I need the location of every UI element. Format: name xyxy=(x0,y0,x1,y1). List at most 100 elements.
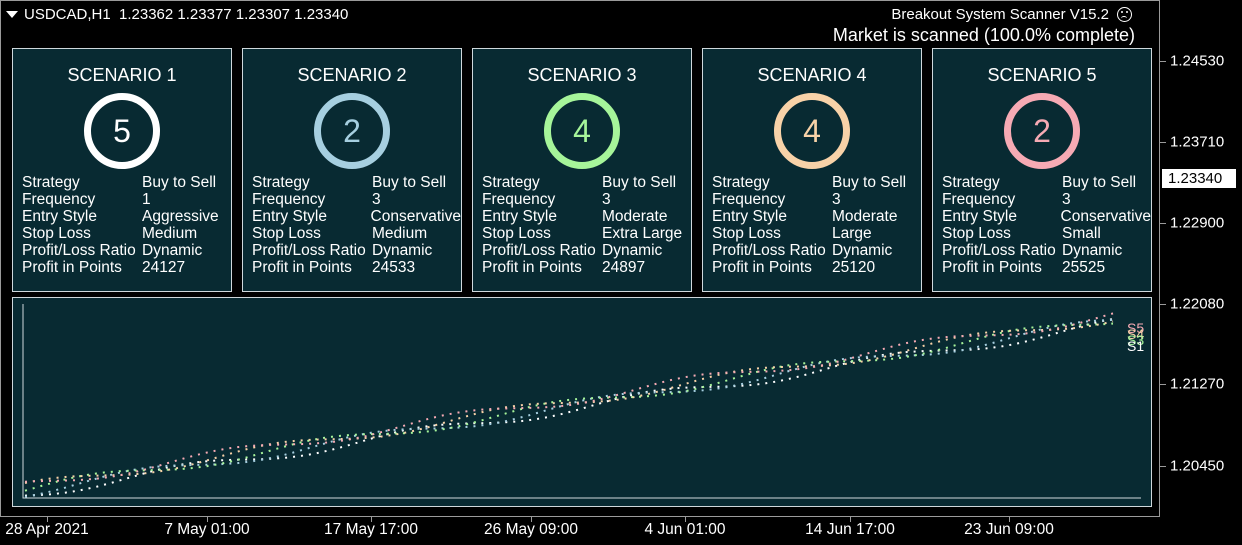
scenario-count-ring: 5 xyxy=(84,93,160,169)
detail-row: Profit/Loss Ratio Dynamic xyxy=(482,242,691,259)
detail-key: Strategy xyxy=(22,174,80,191)
detail-key: Strategy xyxy=(942,174,1000,191)
scenario-title: SCENARIO 1 xyxy=(67,65,177,85)
detail-row: Entry Style Aggressive xyxy=(22,208,231,225)
time-axis[interactable]: 28 Apr 2021 7 May 01:00 17 May 17:00 26 May… xyxy=(0,517,1160,545)
detail-value: Buy to Sell xyxy=(1062,174,1137,191)
detail-key: Frequency xyxy=(252,191,326,208)
detail-row: Profit/Loss Ratio Dynamic xyxy=(712,242,921,259)
detail-row: Stop Loss Medium xyxy=(22,225,231,242)
detail-value: Extra Large xyxy=(602,225,683,242)
scenario-count-ring: 4 xyxy=(544,93,620,169)
detail-key: Stop Loss xyxy=(252,225,321,242)
detail-key: Stop Loss xyxy=(712,225,781,242)
scenario-card-5: SCENARIO 5 2 Strategy Buy to Sell Freque… xyxy=(932,48,1152,292)
scenario-count: 4 xyxy=(573,112,591,149)
detail-row: Stop Loss Large xyxy=(712,225,921,242)
symbol-quote: USDCAD,H1 1.23362 1.23377 1.23307 1.2334… xyxy=(24,6,349,23)
dropdown-triangle-icon[interactable] xyxy=(6,11,18,18)
detail-row: Strategy Buy to Sell xyxy=(252,174,461,191)
current-price-label: 1.23340 xyxy=(1162,169,1236,188)
detail-key: Profit in Points xyxy=(22,259,122,276)
detail-value: 3 xyxy=(372,191,381,208)
equity-axes xyxy=(22,304,1141,499)
scenario-card-4: SCENARIO 4 4 Strategy Buy to Sell Freque… xyxy=(702,48,922,292)
time-tick xyxy=(685,517,686,522)
price-label: 1.23710 xyxy=(1170,133,1225,151)
detail-value: 3 xyxy=(602,191,611,208)
detail-key: Stop Loss xyxy=(942,225,1011,242)
indicator-header: Breakout System Scanner V15.2 xyxy=(891,6,1132,23)
time-label: 7 May 01:00 xyxy=(164,521,250,538)
detail-row: Strategy Buy to Sell xyxy=(22,174,231,191)
detail-value: Aggressive xyxy=(142,208,219,225)
detail-row: Entry Style Moderate xyxy=(712,208,921,225)
detail-row: Entry Style Moderate xyxy=(482,208,691,225)
price-tick xyxy=(1160,223,1166,224)
scenario-details: Strategy Buy to Sell Frequency 3 Entry S… xyxy=(942,174,1151,276)
price-tick xyxy=(1160,304,1166,305)
detail-row: Frequency 3 xyxy=(252,191,461,208)
chart-area[interactable] xyxy=(0,0,1160,517)
scenario-details: Strategy Buy to Sell Frequency 3 Entry S… xyxy=(482,174,691,276)
detail-value: Buy to Sell xyxy=(602,174,677,191)
scenario-card-1: SCENARIO 1 5 Strategy Buy to Sell Freque… xyxy=(12,48,232,292)
time-tick xyxy=(47,517,48,522)
detail-key: Profit/Loss Ratio xyxy=(22,242,136,259)
detail-value: 1 xyxy=(142,191,151,208)
equity-curve-2 xyxy=(24,318,1114,498)
time-label: 23 Jun 09:00 xyxy=(964,521,1054,538)
detail-row: Frequency 3 xyxy=(712,191,921,208)
sad-face-icon[interactable] xyxy=(1117,7,1132,22)
scenario-title: SCENARIO 2 xyxy=(297,65,407,85)
detail-key: Strategy xyxy=(482,174,540,191)
detail-value: Small xyxy=(1062,225,1101,242)
detail-row: Profit in Points 24897 xyxy=(482,259,691,276)
detail-key: Strategy xyxy=(252,174,310,191)
detail-key: Stop Loss xyxy=(22,225,91,242)
detail-value: Buy to Sell xyxy=(372,174,447,191)
detail-key: Frequency xyxy=(22,191,96,208)
detail-row: Stop Loss Small xyxy=(942,225,1151,242)
equity-panel: S5 S4 S3 S1 xyxy=(12,297,1152,507)
scenario-title: SCENARIO 3 xyxy=(527,65,637,85)
detail-value: Medium xyxy=(142,225,198,242)
scenario-count: 5 xyxy=(113,112,131,149)
equity-curve-1 xyxy=(24,318,1114,497)
time-tick xyxy=(207,517,208,522)
time-tick xyxy=(371,517,372,522)
detail-key: Entry Style xyxy=(252,208,327,225)
time-label: 4 Jun 01:00 xyxy=(644,521,726,538)
time-tick xyxy=(1009,517,1010,522)
equity-legend-label: S5 xyxy=(1127,320,1144,336)
price-label: 1.21270 xyxy=(1170,375,1225,393)
detail-value: Dynamic xyxy=(142,242,203,259)
detail-value: Dynamic xyxy=(1062,242,1123,259)
detail-row: Frequency 3 xyxy=(942,191,1151,208)
detail-row: Strategy Buy to Sell xyxy=(482,174,691,191)
price-label: 1.22080 xyxy=(1170,295,1225,313)
time-tick xyxy=(531,517,532,522)
time-label: 17 May 17:00 xyxy=(324,521,418,538)
detail-value: Buy to Sell xyxy=(142,174,217,191)
detail-row: Profit in Points 25120 xyxy=(712,259,921,276)
detail-key: Profit in Points xyxy=(712,259,812,276)
price-label: 1.24530 xyxy=(1170,52,1225,70)
detail-value: Dynamic xyxy=(372,242,433,259)
detail-value: Conservative xyxy=(1060,208,1151,225)
detail-row: Strategy Buy to Sell xyxy=(712,174,921,191)
detail-key: Profit/Loss Ratio xyxy=(942,242,1056,259)
detail-value: 3 xyxy=(1062,191,1071,208)
detail-row: Entry Style Conservative xyxy=(942,208,1151,225)
scenario-count: 4 xyxy=(803,112,821,149)
detail-key: Profit/Loss Ratio xyxy=(252,242,366,259)
detail-row: Profit/Loss Ratio Dynamic xyxy=(22,242,231,259)
detail-row: Profit/Loss Ratio Dynamic xyxy=(942,242,1151,259)
scenario-title: SCENARIO 4 xyxy=(757,65,867,85)
detail-row: Stop Loss Extra Large xyxy=(482,225,691,242)
price-axis[interactable]: 1.23340 1.24530 1.23710 1.22900 1.22080 1.21… xyxy=(1160,0,1242,517)
detail-value: Buy to Sell xyxy=(832,174,907,191)
scenario-title: SCENARIO 5 xyxy=(987,65,1097,85)
scenario-count: 2 xyxy=(343,112,361,149)
scan-status: Market is scanned (100.0% complete) xyxy=(832,25,1135,45)
